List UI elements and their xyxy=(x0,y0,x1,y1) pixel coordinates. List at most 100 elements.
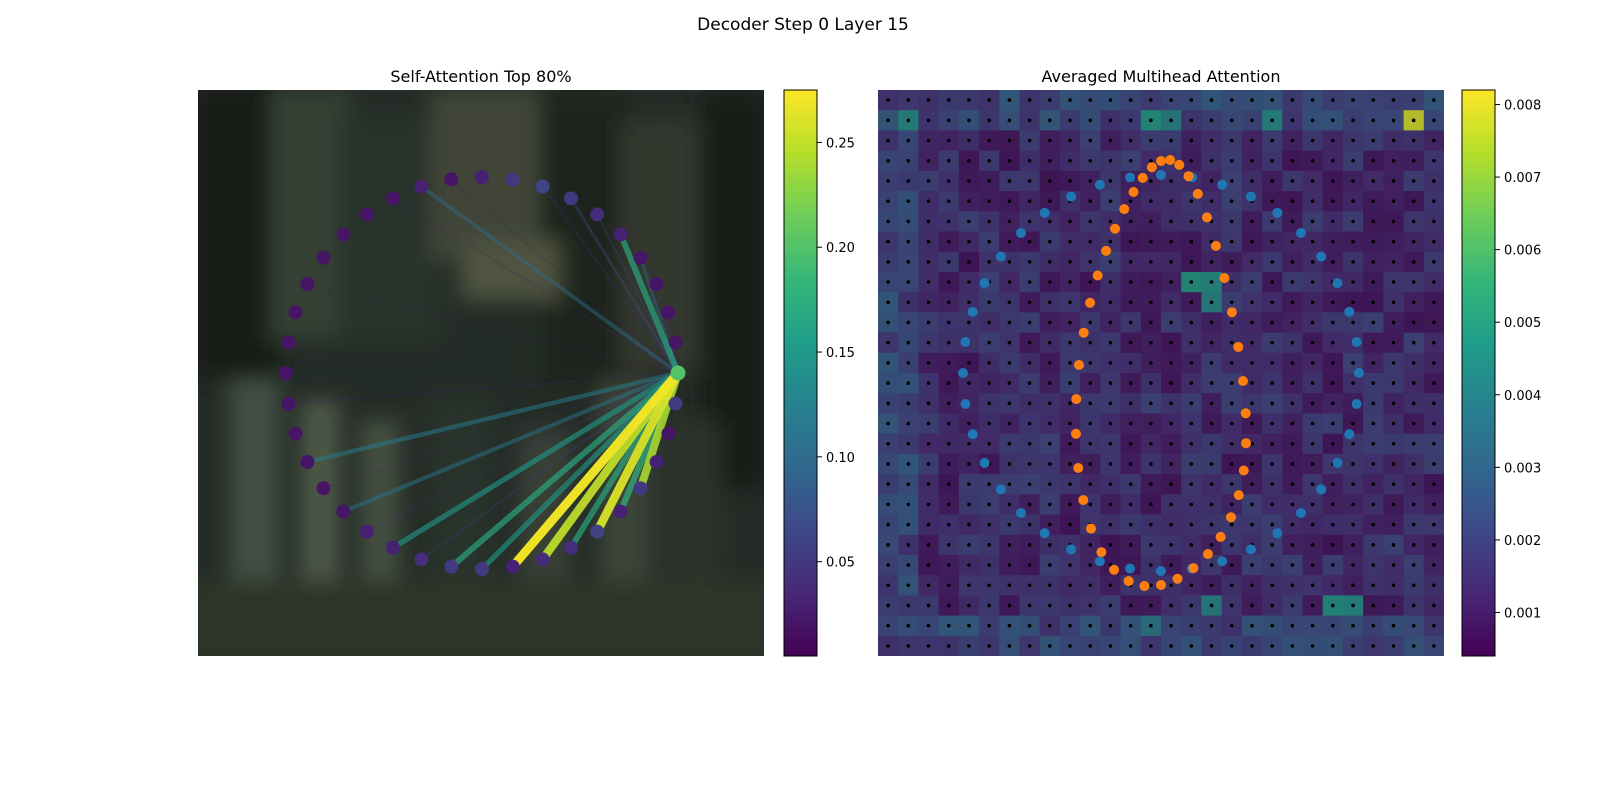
grid-dot xyxy=(1048,361,1052,365)
grid-dot xyxy=(1331,381,1335,385)
grid-dot xyxy=(1048,522,1052,527)
attention-edge xyxy=(617,233,681,375)
grid-dot xyxy=(1189,239,1194,244)
grid-dot xyxy=(1189,482,1194,486)
grid-dot xyxy=(906,482,911,486)
grid-dot xyxy=(1068,280,1072,284)
grid-dot xyxy=(1048,179,1052,183)
grid-dot xyxy=(906,320,911,325)
grid-dot xyxy=(1391,320,1396,325)
multihead-attention-colorbar-tick-label: 0.001 xyxy=(1504,606,1541,621)
grid-dot xyxy=(1391,260,1396,264)
orange-point xyxy=(1119,204,1130,215)
grid-dot xyxy=(926,260,931,264)
grid-dot xyxy=(906,421,911,426)
grid-dot xyxy=(886,623,890,628)
grid-dot xyxy=(1189,138,1194,143)
grid-dot xyxy=(1411,260,1416,264)
grid-dot xyxy=(1250,563,1254,567)
grid-dot xyxy=(906,118,911,123)
grid-dot xyxy=(1250,280,1254,284)
multihead-attention-colorbar-tick-label: 0.004 xyxy=(1504,389,1541,404)
multihead-attention-colorbar-tick-label: 0.006 xyxy=(1504,244,1541,259)
grid-dot xyxy=(1250,300,1254,305)
grid-dot xyxy=(1310,219,1315,224)
multihead-attention-panel: Averaged Multihead Attention xyxy=(878,67,1444,656)
grid-dot xyxy=(1149,381,1153,385)
grid-dot xyxy=(1209,199,1214,203)
grid-dot xyxy=(906,462,911,466)
grid-dot xyxy=(1209,300,1214,305)
grid-dot xyxy=(1229,320,1234,325)
grid-dot xyxy=(1331,543,1335,547)
grid-dot xyxy=(1108,98,1113,102)
grid-dot xyxy=(1290,340,1295,345)
grid-dot xyxy=(1310,623,1315,628)
grid-dot xyxy=(1088,623,1093,628)
grid-dot xyxy=(1209,563,1214,567)
grid-dot xyxy=(946,462,951,466)
grid-dot xyxy=(886,644,890,648)
grid-dot xyxy=(1411,280,1416,284)
grid-dot xyxy=(926,583,931,588)
source-node xyxy=(670,365,686,381)
grid-dot xyxy=(1331,623,1335,628)
grid-dot xyxy=(1108,361,1113,365)
grid-dot xyxy=(1331,219,1335,224)
grid-dot xyxy=(1128,361,1133,365)
attention-edge xyxy=(569,197,680,374)
grid-dot xyxy=(987,543,991,547)
grid-dot xyxy=(1048,644,1052,648)
grid-dot xyxy=(1391,603,1396,608)
grid-dot xyxy=(987,260,991,264)
grid-dot xyxy=(1068,583,1072,588)
blue-point xyxy=(995,484,1006,495)
grid-dot xyxy=(1088,361,1093,365)
grid-dot xyxy=(906,543,911,547)
grid-dot xyxy=(1048,138,1052,143)
grid-dot xyxy=(1432,462,1436,466)
grid-dot xyxy=(946,441,951,446)
grid-dot xyxy=(1310,300,1315,305)
grid-dot xyxy=(1189,441,1194,446)
grid-dot xyxy=(987,583,991,588)
grid-dot xyxy=(1048,603,1052,608)
grid-dot xyxy=(1108,300,1113,305)
grid-dot xyxy=(1027,502,1032,507)
grid-dot xyxy=(926,239,931,244)
grid-dot xyxy=(906,381,911,385)
attention-edge xyxy=(509,370,682,570)
grid-dot xyxy=(1331,98,1335,102)
grid-dot xyxy=(1108,583,1113,588)
grid-dot xyxy=(1310,98,1315,102)
grid-dot xyxy=(1411,421,1416,426)
grid-dot xyxy=(1007,361,1012,365)
attention-edge xyxy=(342,371,679,514)
grid-dot xyxy=(1007,280,1012,284)
grid-dot xyxy=(987,199,991,203)
grid-dot xyxy=(1048,118,1052,123)
grid-dot xyxy=(1169,644,1173,648)
grid-dot xyxy=(1411,219,1416,224)
multihead-attention-colorbar-tick-label: 0.002 xyxy=(1504,534,1541,549)
blue-point xyxy=(1344,429,1355,440)
grid-dot xyxy=(1432,300,1436,305)
grid-dot xyxy=(967,138,971,143)
attention-node xyxy=(613,504,628,519)
grid-dot xyxy=(1290,199,1295,203)
grid-dot xyxy=(987,320,991,325)
grid-dot xyxy=(1351,421,1355,426)
grid-dot xyxy=(1432,502,1436,507)
grid-dot xyxy=(1432,522,1436,527)
grid-dot xyxy=(1290,320,1295,325)
blue-point xyxy=(1351,398,1362,409)
blue-point xyxy=(1296,508,1307,519)
grid-dot xyxy=(1331,421,1335,426)
grid-dot xyxy=(1048,320,1052,325)
grid-dot xyxy=(1169,462,1173,466)
grid-dot xyxy=(1068,320,1072,325)
grid-dot xyxy=(1007,623,1012,628)
grid-dot xyxy=(1391,522,1396,527)
orange-point xyxy=(1146,162,1157,173)
grid-dot xyxy=(1229,563,1234,567)
